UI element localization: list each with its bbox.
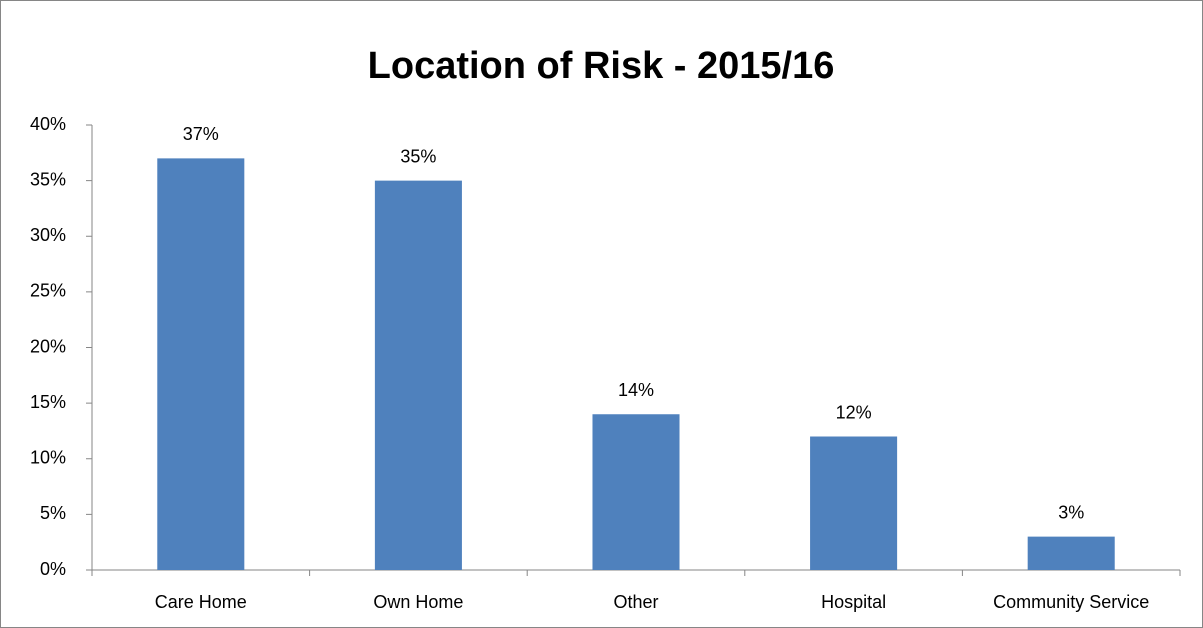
y-tick-label: 35% [30,169,66,189]
data-label: 14% [618,380,654,400]
y-tick-label: 40% [30,114,66,134]
data-label: 35% [400,146,436,166]
y-tick-label: 25% [30,281,66,301]
data-label: 12% [836,402,872,422]
y-tick-label: 10% [30,448,66,468]
bar [810,436,898,570]
x-tick-label: Community Service [993,592,1149,612]
y-tick-label: 20% [30,336,66,356]
y-tick-label: 5% [40,503,66,523]
x-tick-label: Hospital [821,592,886,612]
data-label: 3% [1058,502,1084,522]
bar [592,414,680,570]
data-label: 37% [183,124,219,144]
x-tick-label: Care Home [155,592,247,612]
bar [157,158,245,570]
chart-title: Location of Risk - 2015/16 [368,45,835,87]
x-tick-label: Other [613,592,658,612]
x-tick-label: Own Home [373,592,463,612]
y-tick-label: 30% [30,225,66,245]
bar [374,180,462,570]
y-tick-label: 15% [30,392,66,412]
bar [1027,536,1115,570]
y-tick-label: 0% [40,559,66,579]
